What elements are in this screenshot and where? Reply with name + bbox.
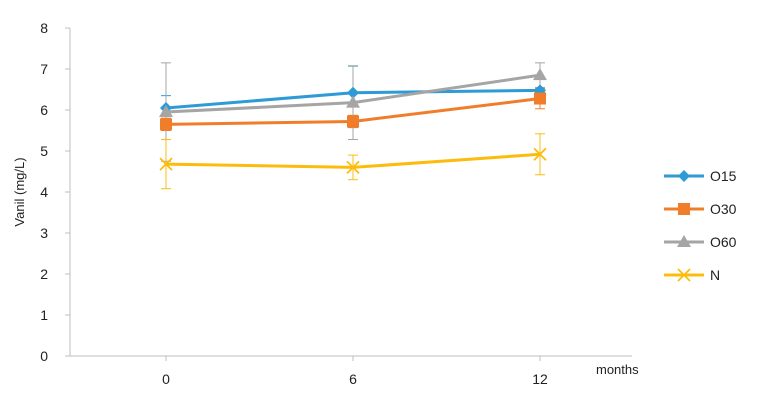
data-points: [159, 68, 547, 175]
legend-label: O30: [710, 201, 737, 217]
x-marker-stroke: [159, 157, 173, 171]
data-point-O60: [159, 105, 173, 118]
legend-marker: [677, 268, 691, 282]
x-tick-labels: 0 6 12: [162, 356, 548, 387]
legend: O15 O30 O60 N: [664, 168, 737, 283]
legend-marker: [678, 170, 690, 182]
x-marker-stroke: [677, 268, 691, 282]
legend-item-N: N: [664, 267, 720, 283]
legend-label: O60: [710, 234, 737, 250]
data-point-O15: [347, 86, 359, 99]
y-tick-label: 5: [40, 143, 48, 159]
y-tick-label: 3: [40, 225, 48, 241]
x-marker-stroke: [533, 147, 547, 161]
x-marker-stroke: [346, 160, 360, 175]
legend-item-O30: O30: [664, 201, 737, 217]
y-tick-label: 0: [40, 348, 48, 364]
data-point-N: [159, 157, 173, 171]
data-point-O60: [533, 68, 547, 81]
y-tick-label: 8: [40, 20, 48, 36]
y-tick-label: 2: [40, 266, 48, 282]
data-point-N: [533, 147, 547, 161]
data-point-O30: [160, 118, 172, 131]
y-tick-label: 6: [40, 102, 48, 118]
y-tick-label: 4: [40, 184, 48, 200]
x-tick-label: 12: [532, 371, 548, 387]
y-tick-labels: 0 1 2 3 4 5 6 7 8: [40, 20, 70, 364]
legend-marker: [678, 203, 690, 215]
legend-label: O15: [710, 168, 737, 184]
data-point-O30: [347, 115, 359, 128]
y-axis-title: Vanil (mg/L): [12, 157, 27, 226]
legend-item-O15: O15: [664, 168, 737, 184]
data-point-N: [346, 160, 360, 175]
y-tick-label: 7: [40, 61, 48, 77]
legend-item-O60: O60: [664, 234, 737, 250]
data-point-O30: [534, 92, 546, 105]
x-axis-title: months: [596, 362, 639, 377]
x-tick-label: 6: [349, 371, 357, 387]
legend-marker: [677, 235, 691, 247]
y-tick-label: 1: [40, 307, 48, 323]
legend-label: N: [710, 267, 720, 283]
axes: [69, 28, 632, 357]
data-point-O60: [346, 95, 360, 108]
x-tick-label: 0: [162, 371, 170, 387]
